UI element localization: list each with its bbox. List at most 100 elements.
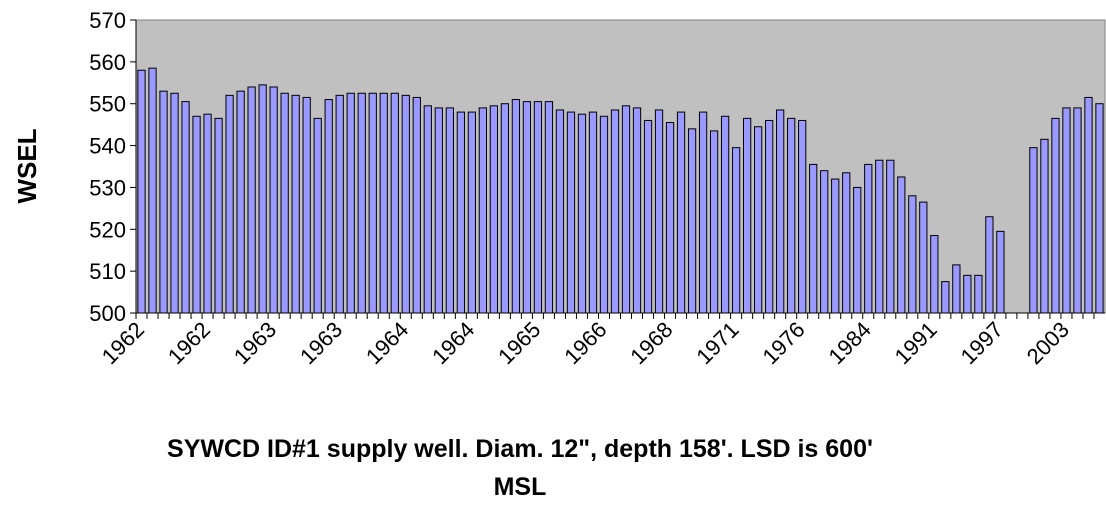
- bar: [875, 159, 884, 314]
- x-tick-label: 1964: [427, 317, 479, 369]
- bar: [687, 128, 697, 314]
- x-tick-label: 1971: [691, 317, 743, 369]
- y-tick-label: 570: [89, 8, 126, 33]
- bar: [159, 90, 168, 314]
- bar: [170, 92, 179, 314]
- bar: [500, 103, 510, 314]
- bar: [456, 111, 465, 314]
- bar: [181, 101, 190, 314]
- bar: [214, 117, 223, 314]
- bar: [1051, 117, 1060, 314]
- y-tick-label: 540: [89, 134, 126, 159]
- bar: [919, 201, 928, 314]
- bar: [1095, 103, 1104, 314]
- bar: [654, 109, 664, 314]
- bar: [776, 109, 785, 314]
- x-tick-label: 1984: [823, 317, 875, 369]
- bar: [864, 163, 873, 314]
- bar: [886, 159, 895, 314]
- bar: [1084, 96, 1093, 314]
- bar: [401, 94, 410, 314]
- x-tick-label: 1968: [625, 317, 677, 369]
- x-tick-label: 1966: [559, 317, 611, 369]
- bar: [368, 92, 377, 314]
- bar: [258, 84, 267, 314]
- bar: [434, 107, 443, 314]
- bar: [698, 111, 708, 314]
- bar: [467, 111, 476, 314]
- bar: [941, 281, 950, 314]
- bar: [754, 126, 763, 314]
- bar: [324, 99, 333, 314]
- x-axis-title: SYWCD ID#1 supply well. Diam. 12", depth…: [167, 435, 873, 501]
- bar: [423, 105, 432, 314]
- bar: [247, 86, 256, 314]
- bar: [357, 92, 366, 314]
- y-tick-label: 510: [89, 259, 126, 284]
- bar: [643, 119, 653, 314]
- bar: [831, 178, 840, 314]
- bar: [478, 107, 487, 314]
- bar: [809, 163, 818, 314]
- bar: [897, 176, 906, 314]
- y-tick-label: 550: [89, 92, 126, 117]
- bar: [974, 274, 983, 314]
- bar: [137, 69, 146, 314]
- bar: [522, 101, 532, 314]
- bar: [731, 147, 741, 314]
- bar: [930, 235, 939, 314]
- bar: [787, 117, 796, 314]
- x-tick-label: 1964: [361, 317, 413, 369]
- bar: [709, 130, 719, 314]
- bar: [203, 113, 212, 314]
- bar: [577, 113, 587, 314]
- bar: [665, 122, 675, 314]
- bar: [302, 96, 311, 314]
- bar: [621, 105, 631, 314]
- x-tick-label: 1962: [163, 317, 215, 369]
- bar: [566, 111, 576, 314]
- bar: [346, 92, 355, 314]
- bar: [489, 105, 499, 314]
- bar: [533, 101, 543, 314]
- bar: [588, 111, 598, 314]
- bar: [632, 107, 642, 314]
- y-tick-label: 520: [89, 217, 126, 242]
- bar: [148, 67, 157, 314]
- bar: [225, 94, 234, 314]
- bar: [269, 86, 278, 314]
- bar: [335, 94, 344, 314]
- x-tick-label: 1991: [890, 317, 942, 369]
- bar: [555, 109, 565, 314]
- bar: [236, 90, 245, 314]
- bar: [1029, 147, 1038, 314]
- bar: [820, 170, 829, 314]
- bar: [963, 274, 972, 314]
- bar: [313, 117, 322, 314]
- y-tick-label: 530: [89, 175, 126, 200]
- bar: [908, 195, 917, 314]
- bar: [1073, 107, 1082, 314]
- bar: [1040, 138, 1049, 314]
- bar: [544, 101, 554, 314]
- bar: [676, 111, 686, 314]
- bar: [1062, 107, 1071, 314]
- bar: [720, 115, 730, 314]
- x-tick-label: 2003: [1022, 317, 1074, 369]
- bar: [853, 186, 862, 314]
- bar: [291, 94, 300, 314]
- bar: [798, 119, 807, 314]
- bar: [445, 107, 454, 314]
- bar: [765, 119, 774, 314]
- x-tick-label: 1963: [295, 317, 347, 369]
- bar: [390, 92, 399, 314]
- bar: [985, 216, 994, 314]
- bar: [599, 115, 609, 314]
- bar: [412, 96, 421, 314]
- x-tick-label: 1976: [757, 317, 809, 369]
- bar: [996, 230, 1005, 314]
- y-axis-title: WSEL: [12, 128, 42, 203]
- x-tick-label: 1965: [493, 317, 545, 369]
- bar: [610, 109, 620, 314]
